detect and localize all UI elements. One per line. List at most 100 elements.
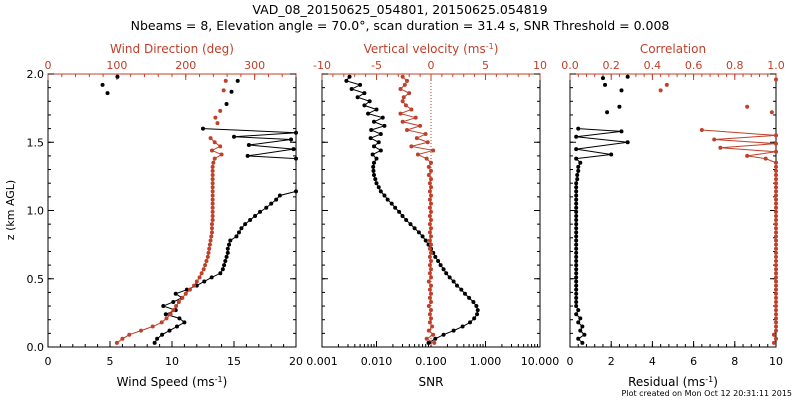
data-point xyxy=(229,89,234,94)
data-point xyxy=(210,213,215,218)
data-point xyxy=(427,197,432,202)
data-point xyxy=(774,173,778,178)
data-point xyxy=(444,271,449,276)
bottom-tick-label: 10 xyxy=(769,355,783,368)
data-point xyxy=(427,287,432,292)
data-point xyxy=(204,259,209,264)
data-point xyxy=(174,304,179,309)
series-1 xyxy=(574,126,630,345)
data-point xyxy=(575,177,580,182)
data-point xyxy=(427,189,432,194)
data-point xyxy=(209,275,214,280)
data-point xyxy=(429,209,433,214)
series-2 xyxy=(398,74,437,345)
data-point xyxy=(400,213,405,218)
data-point xyxy=(619,88,624,93)
data-point xyxy=(576,336,581,341)
data-point xyxy=(574,259,579,264)
data-point xyxy=(210,177,215,182)
data-point xyxy=(429,177,433,182)
data-point xyxy=(574,197,579,202)
data-point xyxy=(197,275,202,280)
data-point xyxy=(378,148,383,153)
data-point xyxy=(164,316,169,321)
data-point xyxy=(771,332,776,337)
data-point xyxy=(416,230,421,235)
data-point xyxy=(574,201,579,206)
data-point xyxy=(291,147,296,152)
data-point xyxy=(253,213,258,218)
data-point xyxy=(429,250,433,255)
data-point xyxy=(429,275,433,280)
data-point xyxy=(372,119,377,124)
data-point xyxy=(426,340,431,345)
data-point xyxy=(207,246,212,251)
data-point xyxy=(228,238,233,243)
top-tick-label: 200 xyxy=(175,59,196,72)
data-point xyxy=(382,193,387,198)
data-point xyxy=(373,177,378,182)
bottom-tick-label: 1.000 xyxy=(470,355,502,368)
data-point xyxy=(431,332,436,337)
panel-3: 0 2 4 6 8 10 0.0 0.2 0.4 0.6 0.8 1.0 xyxy=(561,59,785,368)
data-point xyxy=(427,181,432,186)
data-point xyxy=(369,127,374,132)
top-tick-label: 0.0 xyxy=(561,59,579,72)
data-point xyxy=(382,123,387,128)
series-4 xyxy=(114,136,224,345)
data-point xyxy=(429,267,433,272)
data-point xyxy=(370,152,375,157)
data-point xyxy=(574,147,579,152)
data-point xyxy=(574,299,579,304)
data-point xyxy=(427,222,432,227)
top-tick-label: 10 xyxy=(533,59,547,72)
data-point xyxy=(206,250,211,255)
data-point xyxy=(658,88,663,93)
data-point xyxy=(194,279,199,284)
data-point xyxy=(431,148,436,153)
data-point xyxy=(405,127,410,132)
bottom-tick-label: 20 xyxy=(289,355,303,368)
data-point xyxy=(774,77,778,82)
data-point xyxy=(415,152,420,157)
data-point xyxy=(368,136,373,141)
panel-2: 0.001 0.010 0.100 1.000 10.000 -10 -5 0 5 10 xyxy=(306,59,559,368)
data-point xyxy=(460,324,465,329)
data-point xyxy=(349,87,354,92)
data-point xyxy=(414,136,419,141)
data-point xyxy=(184,287,189,292)
data-point xyxy=(393,205,398,210)
data-point xyxy=(210,189,215,194)
data-point xyxy=(222,263,227,268)
data-point xyxy=(582,332,587,337)
series-3 xyxy=(100,74,240,107)
data-point xyxy=(220,267,225,272)
data-point xyxy=(576,164,581,169)
data-point xyxy=(451,279,456,284)
data-point xyxy=(208,136,213,141)
data-point xyxy=(236,230,241,235)
data-point xyxy=(774,242,778,247)
data-point xyxy=(576,320,581,325)
data-point xyxy=(213,115,218,120)
top-tick-label: 0.6 xyxy=(685,59,703,72)
data-point xyxy=(774,254,778,259)
bottom-tick-label: 0.001 xyxy=(306,355,338,368)
data-point xyxy=(574,271,579,276)
data-point xyxy=(224,102,229,107)
data-point xyxy=(459,287,464,292)
data-point xyxy=(160,332,165,337)
data-point xyxy=(180,295,185,300)
data-point xyxy=(429,160,433,165)
data-point xyxy=(625,140,630,145)
data-point xyxy=(403,103,408,108)
figure-title: VAD_08_20150625_054801, 20150625.054819 xyxy=(252,2,547,17)
data-point xyxy=(423,238,428,243)
data-point xyxy=(574,238,579,243)
y-tick-label: 0.5 xyxy=(27,273,45,286)
bottom-axis-label: Residual (ms-1) xyxy=(628,375,718,389)
data-point xyxy=(574,189,579,194)
data-point xyxy=(429,316,433,321)
data-point xyxy=(574,218,579,223)
data-point xyxy=(574,267,579,272)
